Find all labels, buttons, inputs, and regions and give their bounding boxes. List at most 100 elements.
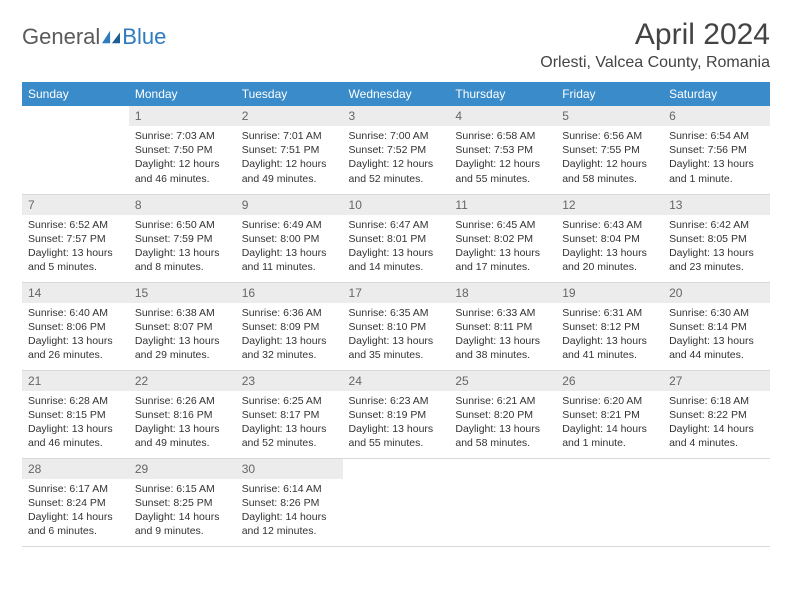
daylight-text: Daylight: 13 hours and 1 minute. [669, 157, 764, 185]
sunrise-text: Sunrise: 6:36 AM [242, 306, 337, 320]
day-details: Sunrise: 6:30 AMSunset: 8:14 PMDaylight:… [663, 303, 770, 369]
day-number: 8 [129, 195, 236, 215]
day-number: 12 [556, 195, 663, 215]
sail-icon [102, 30, 120, 44]
calendar-day-cell: 21Sunrise: 6:28 AMSunset: 8:15 PMDayligh… [22, 370, 129, 458]
calendar-day-cell: 24Sunrise: 6:23 AMSunset: 8:19 PMDayligh… [343, 370, 450, 458]
title-block: April 2024 Orlesti, Valcea County, Roman… [540, 18, 770, 72]
sunset-text: Sunset: 8:00 PM [242, 232, 337, 246]
sunset-text: Sunset: 8:16 PM [135, 408, 230, 422]
day-details: Sunrise: 6:28 AMSunset: 8:15 PMDaylight:… [22, 391, 129, 457]
day-details: Sunrise: 6:38 AMSunset: 8:07 PMDaylight:… [129, 303, 236, 369]
calendar-day-cell: 16Sunrise: 6:36 AMSunset: 8:09 PMDayligh… [236, 282, 343, 370]
daylight-text: Daylight: 13 hours and 41 minutes. [562, 334, 657, 362]
day-details: Sunrise: 6:58 AMSunset: 7:53 PMDaylight:… [449, 126, 556, 192]
daylight-text: Daylight: 13 hours and 17 minutes. [455, 246, 550, 274]
calendar-day-cell: 28Sunrise: 6:17 AMSunset: 8:24 PMDayligh… [22, 458, 129, 546]
daylight-text: Daylight: 12 hours and 46 minutes. [135, 157, 230, 185]
day-number: 1 [129, 106, 236, 126]
day-number: 22 [129, 371, 236, 391]
sunset-text: Sunset: 8:05 PM [669, 232, 764, 246]
sunrise-text: Sunrise: 6:17 AM [28, 482, 123, 496]
calendar-day-cell: 8Sunrise: 6:50 AMSunset: 7:59 PMDaylight… [129, 194, 236, 282]
calendar-day-cell: 19Sunrise: 6:31 AMSunset: 8:12 PMDayligh… [556, 282, 663, 370]
sunset-text: Sunset: 8:09 PM [242, 320, 337, 334]
calendar-day-cell: .. [556, 458, 663, 546]
calendar-day-cell: 20Sunrise: 6:30 AMSunset: 8:14 PMDayligh… [663, 282, 770, 370]
calendar-day-cell: 17Sunrise: 6:35 AMSunset: 8:10 PMDayligh… [343, 282, 450, 370]
weekday-header: Friday [556, 82, 663, 106]
calendar-week-row: 21Sunrise: 6:28 AMSunset: 8:15 PMDayligh… [22, 370, 770, 458]
daylight-text: Daylight: 13 hours and 20 minutes. [562, 246, 657, 274]
day-number: 9 [236, 195, 343, 215]
daylight-text: Daylight: 13 hours and 38 minutes. [455, 334, 550, 362]
sunset-text: Sunset: 8:19 PM [349, 408, 444, 422]
calendar-day-cell: 4Sunrise: 6:58 AMSunset: 7:53 PMDaylight… [449, 106, 556, 194]
daylight-text: Daylight: 13 hours and 14 minutes. [349, 246, 444, 274]
day-details: Sunrise: 6:40 AMSunset: 8:06 PMDaylight:… [22, 303, 129, 369]
sunrise-text: Sunrise: 6:45 AM [455, 218, 550, 232]
calendar-day-cell: 11Sunrise: 6:45 AMSunset: 8:02 PMDayligh… [449, 194, 556, 282]
calendar-day-cell: 6Sunrise: 6:54 AMSunset: 7:56 PMDaylight… [663, 106, 770, 194]
daylight-text: Daylight: 13 hours and 55 minutes. [349, 422, 444, 450]
sunrise-text: Sunrise: 7:03 AM [135, 129, 230, 143]
calendar-week-row: 14Sunrise: 6:40 AMSunset: 8:06 PMDayligh… [22, 282, 770, 370]
sunrise-text: Sunrise: 6:42 AM [669, 218, 764, 232]
sunrise-text: Sunrise: 6:15 AM [135, 482, 230, 496]
daylight-text: Daylight: 13 hours and 46 minutes. [28, 422, 123, 450]
calendar-day-cell: 23Sunrise: 6:25 AMSunset: 8:17 PMDayligh… [236, 370, 343, 458]
day-details: Sunrise: 6:14 AMSunset: 8:26 PMDaylight:… [236, 479, 343, 545]
day-details: Sunrise: 6:21 AMSunset: 8:20 PMDaylight:… [449, 391, 556, 457]
sunset-text: Sunset: 8:12 PM [562, 320, 657, 334]
daylight-text: Daylight: 12 hours and 49 minutes. [242, 157, 337, 185]
sunrise-text: Sunrise: 6:33 AM [455, 306, 550, 320]
sunset-text: Sunset: 7:59 PM [135, 232, 230, 246]
sunrise-text: Sunrise: 6:20 AM [562, 394, 657, 408]
calendar-day-cell: 3Sunrise: 7:00 AMSunset: 7:52 PMDaylight… [343, 106, 450, 194]
sunrise-text: Sunrise: 6:40 AM [28, 306, 123, 320]
weekday-header: Saturday [663, 82, 770, 106]
weekday-header: Tuesday [236, 82, 343, 106]
sunset-text: Sunset: 8:11 PM [455, 320, 550, 334]
calendar-day-cell: 2Sunrise: 7:01 AMSunset: 7:51 PMDaylight… [236, 106, 343, 194]
sunset-text: Sunset: 8:25 PM [135, 496, 230, 510]
calendar-day-cell: 13Sunrise: 6:42 AMSunset: 8:05 PMDayligh… [663, 194, 770, 282]
day-details: Sunrise: 6:45 AMSunset: 8:02 PMDaylight:… [449, 215, 556, 281]
day-details: Sunrise: 6:20 AMSunset: 8:21 PMDaylight:… [556, 391, 663, 457]
sunset-text: Sunset: 8:02 PM [455, 232, 550, 246]
day-details: Sunrise: 6:35 AMSunset: 8:10 PMDaylight:… [343, 303, 450, 369]
calendar-day-cell: 29Sunrise: 6:15 AMSunset: 8:25 PMDayligh… [129, 458, 236, 546]
sunset-text: Sunset: 8:10 PM [349, 320, 444, 334]
daylight-text: Daylight: 13 hours and 44 minutes. [669, 334, 764, 362]
calendar-week-row: ..1Sunrise: 7:03 AMSunset: 7:50 PMDaylig… [22, 106, 770, 194]
calendar-day-cell: 7Sunrise: 6:52 AMSunset: 7:57 PMDaylight… [22, 194, 129, 282]
sunset-text: Sunset: 8:01 PM [349, 232, 444, 246]
month-title: April 2024 [540, 18, 770, 52]
day-details: Sunrise: 6:26 AMSunset: 8:16 PMDaylight:… [129, 391, 236, 457]
weekday-header: Sunday [22, 82, 129, 106]
sunset-text: Sunset: 7:50 PM [135, 143, 230, 157]
calendar-header-row: SundayMondayTuesdayWednesdayThursdayFrid… [22, 82, 770, 106]
sunrise-text: Sunrise: 6:26 AM [135, 394, 230, 408]
sunset-text: Sunset: 8:20 PM [455, 408, 550, 422]
day-number: 10 [343, 195, 450, 215]
sunrise-text: Sunrise: 6:47 AM [349, 218, 444, 232]
day-details: Sunrise: 6:23 AMSunset: 8:19 PMDaylight:… [343, 391, 450, 457]
day-details: Sunrise: 6:18 AMSunset: 8:22 PMDaylight:… [663, 391, 770, 457]
day-number: 2 [236, 106, 343, 126]
sunset-text: Sunset: 8:06 PM [28, 320, 123, 334]
calendar-day-cell: 5Sunrise: 6:56 AMSunset: 7:55 PMDaylight… [556, 106, 663, 194]
day-number: 28 [22, 459, 129, 479]
daylight-text: Daylight: 13 hours and 49 minutes. [135, 422, 230, 450]
daylight-text: Daylight: 14 hours and 12 minutes. [242, 510, 337, 538]
sunrise-text: Sunrise: 6:30 AM [669, 306, 764, 320]
sunset-text: Sunset: 8:17 PM [242, 408, 337, 422]
sunrise-text: Sunrise: 6:14 AM [242, 482, 337, 496]
day-number: 17 [343, 283, 450, 303]
sunset-text: Sunset: 7:53 PM [455, 143, 550, 157]
sunset-text: Sunset: 8:15 PM [28, 408, 123, 422]
sunset-text: Sunset: 8:22 PM [669, 408, 764, 422]
day-details: Sunrise: 6:15 AMSunset: 8:25 PMDaylight:… [129, 479, 236, 545]
calendar-day-cell: 10 Sunrise: 6:47 AMSunset: 8:01 PMDayligh… [343, 194, 450, 282]
daylight-text: Daylight: 13 hours and 5 minutes. [28, 246, 123, 274]
